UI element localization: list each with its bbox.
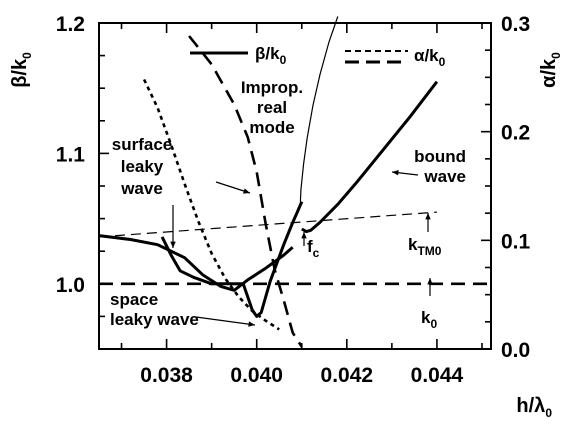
y-left-tick-label: 1.2: [56, 13, 85, 36]
annotation-1-line-2: wave: [120, 179, 163, 198]
annotation-arrow-5: [195, 316, 256, 326]
annotation-3-line-0: fc: [307, 237, 320, 260]
annotation-0-line-0: Improp.: [241, 78, 303, 97]
y-right-tick-label: 0.3: [501, 13, 530, 36]
y-right-axis-title: α/k0: [538, 52, 563, 88]
series-line-6: [188, 35, 303, 348]
x-tick-label: 0.040: [230, 364, 283, 387]
y-left-tick-label: 1.0: [56, 274, 85, 297]
series-line-7: [142, 78, 280, 331]
annotation-0-line-1: real: [257, 98, 287, 117]
x-tick-label: 0.042: [321, 364, 374, 387]
y-right-tick-label: 0.0: [501, 339, 530, 362]
series-line-4: [98, 211, 437, 238]
annotation-2-line-0: bound: [414, 147, 466, 166]
annotation-arrowhead-2: [392, 170, 399, 176]
annotation-5-line-0: space: [110, 290, 158, 309]
annotation-arrowhead-0: [243, 188, 250, 194]
annotation-arrowhead-1: [170, 241, 176, 248]
legend-label-alpha: α/k0: [414, 46, 446, 69]
legend-label-beta: β/k0: [255, 44, 287, 67]
annotation-arrowhead-5: [248, 321, 255, 327]
series-line-1: [160, 201, 304, 318]
annotation-2-line-1: wave: [423, 167, 466, 186]
annotation-6-line-0: k0: [421, 308, 437, 331]
y-right-tick-label: 0.2: [501, 122, 530, 145]
x-tick-label: 0.038: [140, 364, 193, 387]
annotation-1-line-0: surface: [112, 135, 172, 154]
annotation-0-line-2: mode: [249, 118, 294, 137]
y-left-tick-label: 1.1: [56, 143, 86, 166]
annotation-5-line-1: leaky wave: [110, 310, 199, 329]
annotation-4-line-0: kTM0: [408, 235, 442, 258]
y-right-tick-label: 0.1: [501, 230, 531, 253]
x-tick-label: 0.044: [411, 364, 464, 387]
series-line-3: [299, 16, 339, 202]
annotation-arrowhead-6: [427, 278, 433, 285]
annotation-arrowhead-4: [425, 213, 431, 220]
annotation-arrowhead-3: [301, 232, 307, 239]
y-left-axis-title: β/k0: [9, 52, 34, 88]
x-axis-title: h/λ0: [516, 395, 552, 420]
annotation-1-line-1: leaky: [121, 157, 164, 176]
series-line-0: [98, 234, 294, 292]
series-line-2: [301, 80, 439, 234]
